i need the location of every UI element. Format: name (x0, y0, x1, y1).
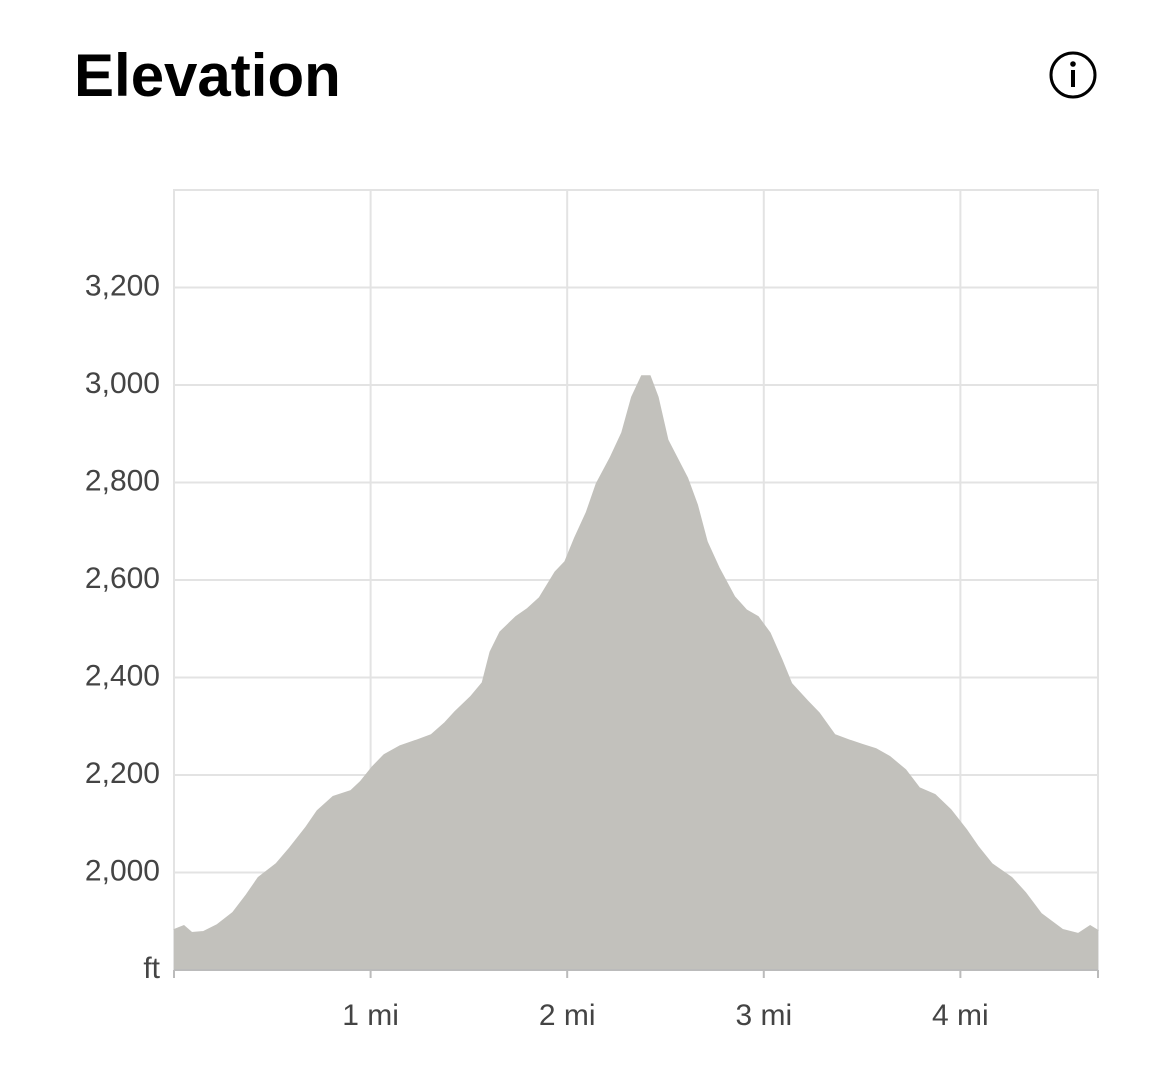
y-unit: ft (143, 952, 160, 985)
y-tick-label: 3,000 (85, 367, 160, 400)
info-button[interactable] (1049, 51, 1097, 99)
area-line (173, 375, 1099, 936)
info-stem (1071, 70, 1075, 87)
x-tick-label: 1 mi (342, 999, 399, 1032)
y-tick-label: 2,800 (85, 464, 160, 497)
info-dot (1070, 61, 1076, 67)
info-icon[interactable] (1049, 51, 1097, 99)
y-tick-label: 2,600 (85, 562, 160, 595)
area-fill (174, 376, 1098, 971)
y-tick-label: 3,200 (85, 269, 160, 302)
x-tick-label: 2 mi (539, 999, 596, 1032)
x-tick-label: 4 mi (932, 999, 989, 1032)
chart-title: Elevation (74, 42, 341, 109)
y-tick-label: 2,000 (85, 854, 160, 887)
y-tick-label: 2,400 (85, 659, 160, 692)
x-tick-label: 3 mi (735, 999, 792, 1032)
y-tick-label: 2,200 (85, 757, 160, 790)
